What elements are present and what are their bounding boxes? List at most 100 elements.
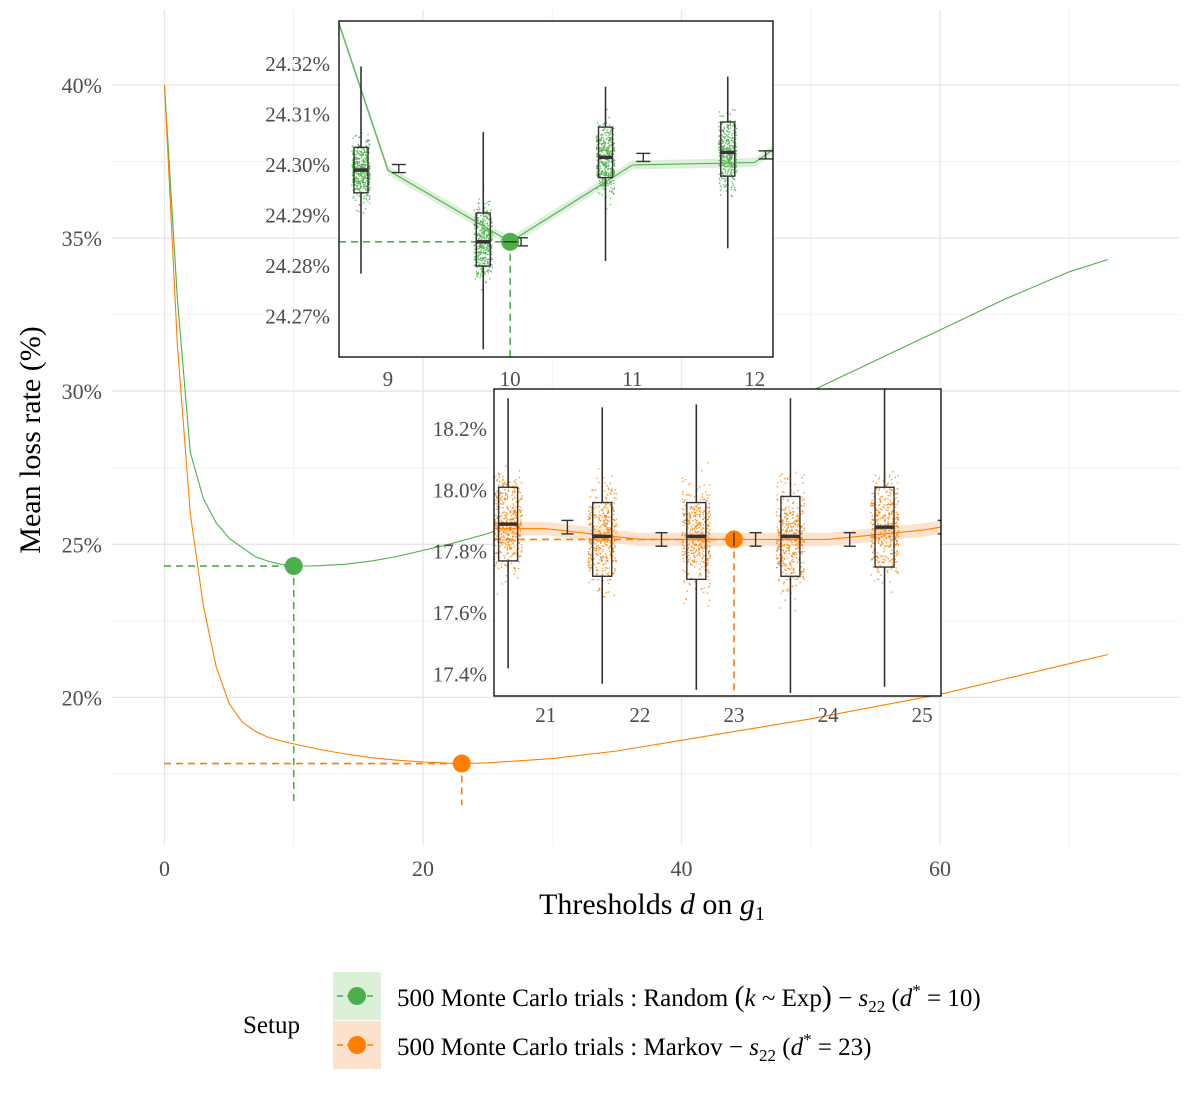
- jitter-point: [729, 149, 731, 151]
- inset-y-tick-label: 18.0%: [433, 478, 487, 502]
- jitter-point: [367, 140, 370, 142]
- jitter-point: [727, 128, 730, 131]
- jitter-point: [896, 482, 899, 484]
- jitter-point: [722, 184, 725, 186]
- jitter-point: [692, 538, 694, 541]
- jitter-point: [608, 511, 610, 513]
- jitter-point: [500, 497, 503, 499]
- jitter-point: [894, 522, 897, 525]
- jitter-point: [507, 552, 509, 554]
- jitter-point: [482, 244, 484, 246]
- jitter-point: [598, 511, 601, 513]
- jitter-point: [698, 485, 701, 488]
- jitter-point: [802, 539, 805, 541]
- jitter-point: [600, 135, 602, 137]
- jitter-point: [596, 139, 598, 142]
- jitter-point: [702, 518, 705, 520]
- jitter-point: [708, 502, 710, 505]
- jitter-point: [896, 503, 899, 505]
- jitter-point: [695, 505, 697, 507]
- jitter-point: [788, 546, 790, 549]
- jitter-point: [730, 148, 733, 150]
- jitter-point: [792, 544, 795, 546]
- jitter-point: [727, 125, 729, 128]
- jitter-point: [607, 148, 610, 151]
- jitter-point: [802, 575, 805, 577]
- jitter-point: [889, 541, 892, 543]
- jitter-point: [506, 549, 509, 552]
- jitter-point: [778, 520, 781, 522]
- jitter-point: [705, 499, 707, 502]
- jitter-point: [724, 168, 727, 171]
- jitter-point: [890, 553, 892, 555]
- jitter-point: [709, 555, 711, 558]
- jitter-point: [483, 215, 485, 217]
- jitter-point: [695, 561, 697, 563]
- jitter-point: [794, 472, 797, 474]
- jitter-point: [480, 257, 483, 260]
- box-iqr: [475, 212, 491, 267]
- jitter-point: [726, 173, 729, 175]
- jitter-point: [476, 275, 478, 278]
- jitter-point: [729, 113, 731, 115]
- jitter-point: [589, 512, 591, 515]
- jitter-point: [723, 177, 725, 180]
- jitter-point: [896, 542, 898, 544]
- jitter-point: [794, 532, 796, 535]
- jitter-point: [601, 516, 603, 518]
- jitter-point: [884, 517, 887, 520]
- jitter-point: [488, 249, 490, 252]
- jitter-point: [596, 572, 598, 575]
- jitter-point: [368, 173, 371, 176]
- jitter-point: [477, 237, 480, 240]
- jitter-point: [356, 157, 358, 160]
- jitter-point: [487, 263, 489, 265]
- jitter-point: [601, 574, 603, 576]
- jitter-point: [682, 512, 684, 515]
- jitter-point: [788, 539, 790, 542]
- jitter-point: [479, 268, 482, 271]
- jitter-point: [720, 186, 723, 189]
- jitter-point: [876, 523, 879, 525]
- jitter-point: [786, 547, 788, 549]
- jitter-point: [608, 144, 610, 147]
- jitter-point: [519, 521, 522, 524]
- jitter-point: [365, 155, 368, 158]
- jitter-point: [694, 581, 696, 583]
- jitter-point: [696, 522, 699, 525]
- jitter-point: [776, 543, 779, 545]
- jitter-point: [495, 562, 498, 565]
- jitter-point: [364, 175, 367, 178]
- jitter-point: [784, 482, 787, 484]
- jitter-point: [700, 528, 703, 531]
- jitter-point: [693, 549, 695, 551]
- jitter-point: [718, 159, 720, 162]
- jitter-point: [494, 519, 497, 521]
- jitter-point: [708, 545, 711, 548]
- jitter-point: [473, 209, 476, 211]
- jitter-point: [503, 529, 506, 531]
- jitter-point: [368, 172, 371, 174]
- jitter-point: [891, 470, 894, 473]
- jitter-point: [606, 494, 608, 496]
- jitter-point: [601, 178, 603, 180]
- jitter-point: [604, 142, 606, 145]
- jitter-point: [516, 577, 519, 579]
- jitter-point: [596, 187, 598, 190]
- jitter-point: [609, 172, 612, 174]
- jitter-point: [605, 497, 608, 500]
- jitter-point: [497, 567, 500, 570]
- jitter-point: [709, 554, 711, 556]
- jitter-point: [698, 547, 700, 550]
- jitter-point: [697, 575, 700, 577]
- jitter-point: [872, 519, 875, 521]
- jitter-point: [478, 247, 481, 250]
- jitter-point: [698, 539, 701, 542]
- jitter-point: [682, 509, 685, 511]
- jitter-point: [598, 169, 601, 172]
- jitter-point: [782, 522, 784, 525]
- jitter-point: [608, 539, 610, 542]
- jitter-point: [876, 556, 879, 558]
- jitter-point: [507, 541, 509, 543]
- jitter-point: [478, 234, 480, 237]
